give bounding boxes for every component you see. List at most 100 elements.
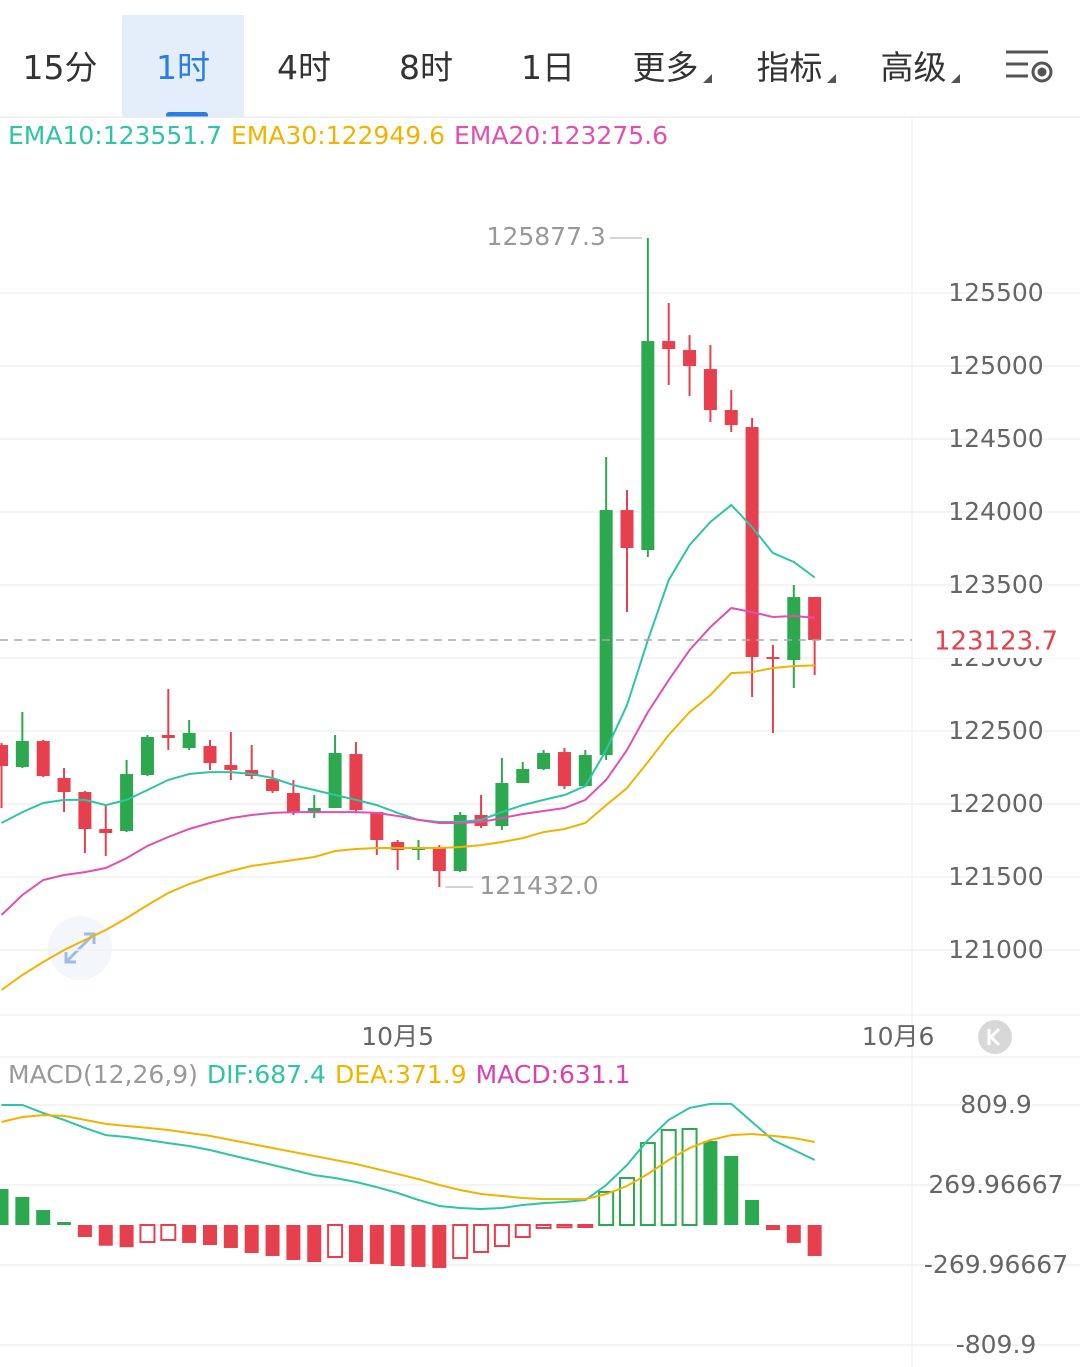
candle-body bbox=[662, 341, 676, 350]
macd-bar bbox=[703, 1140, 718, 1225]
macd-bar bbox=[36, 1210, 51, 1225]
timeframe-tab[interactable]: 4时 bbox=[277, 48, 331, 87]
candle-body bbox=[307, 808, 321, 813]
timeframe-tab[interactable]: 指标 bbox=[735, 15, 857, 117]
candle-body bbox=[641, 341, 655, 551]
macd-bar bbox=[765, 1224, 780, 1231]
y-tick-label: 121000 bbox=[948, 935, 1043, 964]
macd-bar bbox=[724, 1155, 739, 1225]
candle-body bbox=[224, 765, 238, 771]
macd-bar bbox=[411, 1224, 426, 1267]
candle-body bbox=[683, 350, 697, 367]
timeframe-tab[interactable]: 1时 bbox=[122, 15, 244, 117]
macd-bar bbox=[473, 1223, 490, 1253]
macd-bar bbox=[556, 1223, 573, 1229]
candle-body bbox=[787, 597, 801, 661]
candle-body bbox=[703, 369, 717, 411]
macd-bar bbox=[15, 1196, 30, 1225]
macd-bar bbox=[327, 1223, 344, 1259]
ema-line bbox=[1, 503, 816, 824]
timeframe-tab[interactable]: 更多 bbox=[611, 15, 733, 117]
macd-bar bbox=[535, 1223, 552, 1229]
y-tick-label: 121500 bbox=[948, 862, 1043, 891]
toolbar: 15分 1时 4时 8时 1日 更多 指标 高级 bbox=[0, 0, 1080, 118]
candle-body bbox=[412, 848, 425, 851]
macd-bar bbox=[681, 1127, 698, 1226]
macd-bar bbox=[786, 1224, 801, 1243]
legend-entry: EMA20:123275.6 bbox=[454, 121, 668, 150]
timeframe-tab[interactable]: 15分 bbox=[22, 48, 98, 87]
y-tick-label: 125000 bbox=[948, 351, 1043, 380]
high-label: 125877.3 bbox=[487, 222, 606, 251]
candle-body bbox=[0, 745, 8, 767]
y-tick-label: 122000 bbox=[948, 789, 1043, 818]
legend-entry: MACD(12,26,9) bbox=[8, 1060, 198, 1089]
candle-body bbox=[78, 792, 92, 830]
legend-entry: EMA30:122949.6 bbox=[231, 121, 445, 150]
timeframe-tab[interactable]: 高级 bbox=[859, 15, 981, 117]
macd-bar bbox=[139, 1223, 156, 1244]
candle-body bbox=[391, 842, 405, 851]
y-tick-label: 809.9 bbox=[960, 1090, 1032, 1119]
candle-body bbox=[808, 597, 822, 640]
macd-bar bbox=[369, 1224, 384, 1264]
candle-body bbox=[15, 741, 29, 768]
candle-body bbox=[370, 812, 384, 841]
macd-bar bbox=[577, 1223, 594, 1228]
macd-bar bbox=[286, 1224, 301, 1260]
y-tick-label: 122500 bbox=[948, 716, 1043, 745]
macd-bar bbox=[493, 1223, 510, 1248]
macd-bar bbox=[244, 1224, 259, 1254]
scroll-latest-icon[interactable] bbox=[978, 1020, 1012, 1054]
timeframe-tab[interactable]: 1日 bbox=[521, 48, 575, 87]
candle-body bbox=[286, 793, 300, 813]
y-tick-label: 124500 bbox=[948, 424, 1043, 453]
candle-body bbox=[266, 779, 280, 792]
y-tick-label: 124000 bbox=[948, 497, 1043, 526]
ema-line bbox=[0, 664, 815, 991]
macd-bar bbox=[223, 1224, 238, 1248]
candle-body bbox=[453, 814, 467, 872]
candle-body bbox=[599, 510, 613, 756]
y-tick-label: 123500 bbox=[948, 570, 1043, 599]
candle-body bbox=[557, 752, 571, 787]
legend-entry: DIF:687.4 bbox=[207, 1060, 326, 1089]
last-price-bg bbox=[914, 621, 1080, 658]
y-tick-label: -809.9 bbox=[956, 1330, 1037, 1359]
timeframe-tab[interactable]: 8时 bbox=[399, 48, 453, 87]
macd-bar bbox=[619, 1177, 635, 1226]
legend-entry: DEA:371.9 bbox=[335, 1060, 467, 1089]
macd-bar bbox=[57, 1222, 72, 1225]
candle-body bbox=[724, 410, 738, 426]
last-price-label: 123123.7 bbox=[934, 626, 1058, 656]
candle-body bbox=[99, 829, 113, 834]
candle-body bbox=[120, 774, 134, 832]
y-tick-label: -269.96667 bbox=[924, 1250, 1068, 1279]
expand-icon[interactable] bbox=[48, 916, 112, 980]
ema-line bbox=[0, 606, 815, 916]
macd-bar bbox=[160, 1223, 177, 1241]
candle-body bbox=[36, 741, 50, 777]
macd-bar bbox=[807, 1224, 822, 1256]
macd-bar bbox=[432, 1224, 447, 1268]
macd-bar bbox=[307, 1224, 322, 1263]
candle-body bbox=[745, 427, 759, 658]
macd-bar bbox=[745, 1199, 760, 1225]
macd-bar bbox=[0, 1188, 9, 1225]
macd-bar bbox=[660, 1129, 677, 1226]
low-label: 121432.0 bbox=[479, 871, 598, 900]
candle-body bbox=[537, 753, 551, 770]
macd-line bbox=[1, 1102, 816, 1211]
x-tick-label: 10月6 bbox=[862, 1022, 935, 1051]
candle-body bbox=[578, 755, 592, 787]
candle-body bbox=[516, 769, 530, 784]
macd-bar bbox=[203, 1224, 217, 1245]
x-tick-label: 10月5 bbox=[361, 1022, 434, 1051]
settings-icon[interactable] bbox=[1006, 50, 1053, 83]
macd-bar bbox=[452, 1223, 469, 1260]
macd-bar bbox=[98, 1224, 113, 1246]
macd-bar bbox=[265, 1224, 280, 1256]
macd-bar bbox=[182, 1224, 197, 1243]
